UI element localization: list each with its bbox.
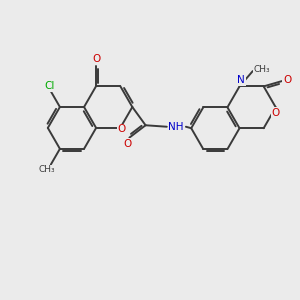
Text: CH₃: CH₃ [39, 165, 56, 174]
Text: O: O [283, 75, 291, 85]
Text: O: O [272, 108, 280, 118]
Text: Cl: Cl [44, 81, 55, 91]
Text: NH: NH [169, 122, 184, 132]
Text: O: O [123, 139, 131, 148]
Text: O: O [92, 54, 100, 64]
Text: O: O [118, 124, 126, 134]
Text: CH₃: CH₃ [254, 65, 271, 74]
Text: N: N [237, 75, 245, 85]
